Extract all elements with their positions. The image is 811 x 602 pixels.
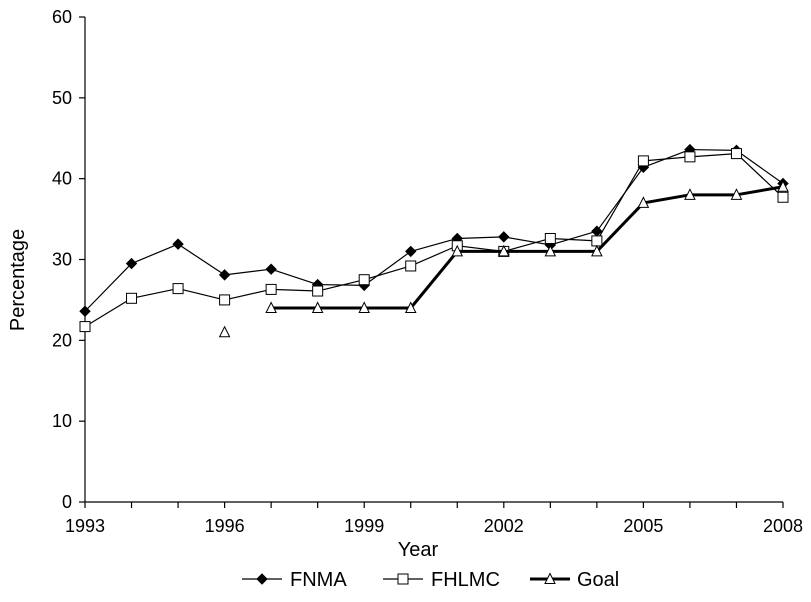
data-point-fhlmc (126, 292, 138, 304)
data-point-fhlmc (79, 321, 91, 333)
data-point-goal (311, 301, 324, 313)
legend-marker (256, 573, 268, 585)
legend-label: FHLMC (431, 569, 500, 591)
y-tick-label: 40 (52, 169, 72, 189)
data-point-fhlmc (172, 283, 184, 295)
y-tick-label: 0 (62, 492, 72, 512)
data-point-fnma (125, 257, 138, 270)
x-tick-label: 1996 (205, 516, 245, 536)
series-line-fnma (84, 148, 784, 312)
y-tick-label: 60 (52, 7, 72, 27)
data-point-fnma (265, 263, 277, 275)
legend-marker (397, 573, 409, 585)
series-layer (79, 143, 789, 338)
series-line-fhlmc (84, 153, 784, 328)
series-line-goal (271, 185, 784, 310)
data-point-fnma (218, 269, 231, 281)
data-point-goal (544, 244, 557, 257)
series-goal (218, 180, 789, 338)
data-point-fnma (405, 245, 417, 258)
y-axis-title: Percentage (7, 229, 29, 331)
y-tick-label: 10 (52, 411, 72, 431)
data-point-goal (591, 244, 603, 257)
legend-item-fnma: FNMA (242, 569, 347, 591)
data-point-goal (497, 244, 510, 257)
x-tick-label: 2002 (484, 516, 524, 536)
data-point-fhlmc (591, 235, 603, 247)
data-point-goal (404, 301, 417, 313)
x-tick-label: 1993 (65, 516, 105, 536)
data-point-goal (451, 244, 464, 257)
data-point-fhlmc (358, 274, 370, 286)
data-point-goal (777, 180, 789, 192)
data-point-fhlmc (219, 294, 231, 306)
data-point-fhlmc (312, 285, 324, 297)
data-point-goal (684, 188, 696, 200)
x-axis-ticks: 1993 1996 1999 2002 2005 2008 (65, 502, 803, 536)
legend-item-goal: Goal (530, 569, 619, 591)
legend-label: FNMA (290, 569, 347, 591)
data-point-fnma (172, 238, 184, 250)
legend-label: Goal (577, 569, 619, 591)
legend-item-fhlmc: FHLMC (383, 569, 500, 591)
data-point-fhlmc (730, 148, 742, 160)
series-fhlmc (79, 148, 789, 333)
y-tick-label: 50 (52, 88, 72, 108)
data-point-goal (637, 196, 650, 208)
x-tick-label: 2008 (763, 516, 803, 536)
y-tick-label: 20 (52, 330, 72, 350)
legend-marker (544, 572, 556, 584)
data-point-fhlmc (684, 151, 696, 163)
axes (84, 17, 783, 503)
x-axis-title: Year (398, 539, 439, 561)
data-point-goal (218, 325, 231, 338)
data-point-goal (730, 188, 743, 200)
data-point-fhlmc (777, 191, 789, 203)
legend: FNMA FHLMC Goal (242, 569, 619, 591)
data-point-fnma (498, 231, 510, 243)
data-point-goal (358, 301, 371, 313)
y-axis-ticks: 0 10 20 30 40 50 60 (52, 7, 85, 512)
data-point-fhlmc (544, 232, 556, 244)
x-tick-label: 2005 (623, 516, 663, 536)
data-point-fhlmc (265, 283, 277, 295)
data-point-fhlmc (405, 260, 417, 272)
y-tick-label: 30 (52, 250, 72, 270)
data-point-goal (265, 301, 277, 313)
data-point-fnma (79, 305, 91, 317)
data-point-fhlmc (637, 155, 649, 167)
x-tick-label: 1999 (344, 516, 384, 536)
